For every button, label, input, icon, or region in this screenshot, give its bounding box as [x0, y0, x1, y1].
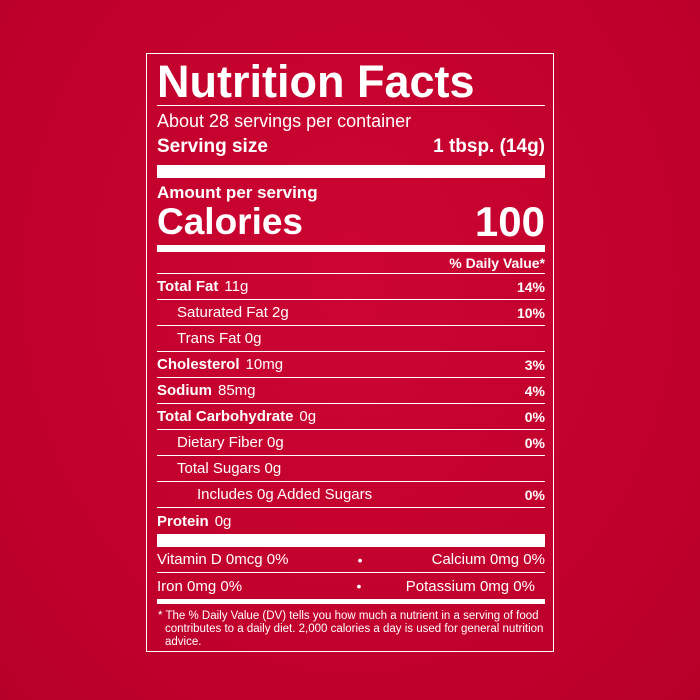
mineral-row: Iron 0mg 0% • Potassium 0mg 0%: [157, 573, 545, 599]
nutrient-label: Cholesterol: [157, 356, 240, 373]
calories-label: Calories: [157, 201, 304, 242]
nutrient-label: Dietary Fiber 0g: [177, 434, 284, 451]
nutrient-label: Total Fat: [157, 278, 219, 295]
daily-value-header: % Daily Value*: [157, 252, 545, 274]
medium-divider: [157, 599, 545, 604]
nutrient-daily-value: 3%: [524, 356, 545, 373]
nutrient-label: Total Sugars 0g: [177, 460, 282, 477]
nutrient-label: Sodium: [157, 382, 212, 399]
nutrient-name: Includes 0g Added Sugars: [157, 486, 372, 503]
nutrient-label: Includes 0g Added Sugars: [197, 486, 373, 503]
nutrition-facts-label: Nutrition Facts About 28 servings per co…: [146, 53, 554, 652]
nutrient-row: Trans Fat 0g: [157, 326, 545, 352]
nutrient-name: Protein 0g: [157, 513, 231, 530]
nutrient-label: Total Carbohydrate: [157, 408, 294, 425]
nutrient-label: Trans Fat 0g: [177, 330, 262, 347]
separator-dot: •: [357, 551, 363, 568]
serving-size-label: Serving size: [157, 136, 268, 157]
medium-divider: [157, 245, 545, 252]
calories-value: 100: [474, 198, 545, 245]
nutrient-row: Saturated Fat 2g 10%: [157, 300, 545, 326]
nutrient-daily-value: 14%: [516, 278, 545, 295]
separator-dot: •: [356, 578, 362, 594]
iron: Iron 0mg 0%: [157, 577, 243, 595]
nutrient-name: Total Fat 11g: [157, 278, 248, 295]
servings-per-container: About 28 servings per container: [157, 111, 412, 131]
nutrient-row: Protein 0g: [157, 508, 545, 534]
thick-divider: [157, 534, 545, 547]
thick-divider: [157, 165, 545, 178]
daily-value-header-text: % Daily Value*: [449, 254, 545, 271]
nutrient-daily-value: 0%: [524, 408, 545, 425]
nutrient-daily-value: 10%: [516, 304, 545, 321]
calories-row: Calories 100: [157, 198, 545, 245]
nutrient-row: Cholesterol 10mg 3%: [157, 352, 545, 378]
nutrient-row: Includes 0g Added Sugars 0%: [157, 482, 545, 508]
nutrient-daily-value: 4%: [524, 382, 545, 399]
amount-per-serving: Amount per serving: [157, 183, 318, 202]
nutrient-label: Protein: [157, 512, 209, 530]
label-title: Nutrition Facts: [157, 56, 475, 107]
nutrient-name: Total Sugars 0g: [157, 460, 281, 477]
nutrient-row: Dietary Fiber 0g 0%: [157, 430, 545, 456]
nutrient-name: Dietary Fiber 0g: [157, 434, 284, 451]
serving-size-row: Serving size 1 tbsp. (14g): [157, 132, 545, 162]
divider: [157, 105, 545, 106]
nutrient-daily-value: 0%: [524, 434, 545, 451]
calcium: Calcium 0mg 0%: [431, 551, 545, 568]
nutrient-row: Sodium 85mg 4%: [157, 378, 545, 404]
vitamin-d: Vitamin D 0mcg 0%: [157, 551, 289, 568]
nutrient-name: Sodium 85mg: [157, 382, 256, 399]
footnote: * The % Daily Value (DV) tells you how m…: [158, 610, 544, 648]
potassium: Potassium 0mg 0%: [405, 577, 535, 595]
nutrient-name: Saturated Fat 2g: [157, 304, 289, 321]
serving-size-value: 1 tbsp. (14g): [433, 136, 545, 157]
nutrient-daily-value: 0%: [524, 486, 545, 503]
nutrient-amount: 0g: [214, 512, 232, 530]
nutrient-row: Total Sugars 0g: [157, 456, 545, 482]
nutrient-amount: 10mg: [245, 356, 284, 373]
nutrient-row: Total Fat 11g 14%: [157, 274, 545, 300]
vitamin-row: Vitamin D 0mcg 0% • Calcium 0mg 0%: [157, 547, 545, 573]
nutrient-amount: 85mg: [218, 382, 256, 399]
nutrient-amount: 11g: [224, 278, 249, 295]
nutrient-label: Saturated Fat 2g: [177, 304, 289, 321]
nutrient-name: Trans Fat 0g: [157, 330, 261, 347]
nutrient-name: Total Carbohydrate 0g: [157, 408, 316, 425]
nutrient-amount: 0g: [299, 408, 317, 425]
nutrient-name: Cholesterol 10mg: [157, 356, 283, 373]
nutrient-row: Total Carbohydrate 0g 0%: [157, 404, 545, 430]
